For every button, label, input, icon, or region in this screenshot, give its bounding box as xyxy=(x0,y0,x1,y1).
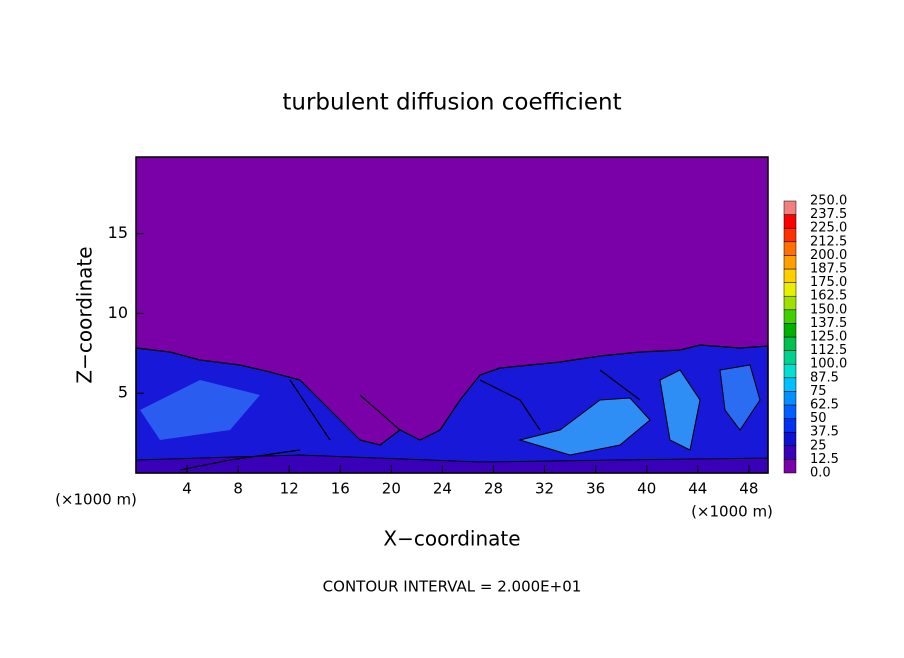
colorbar-swatch xyxy=(783,391,797,406)
colorbar-label: 112.5 xyxy=(810,343,847,358)
colorbar-label: 175.0 xyxy=(810,275,847,290)
colorbar-swatch xyxy=(783,323,797,338)
colorbar-swatch xyxy=(783,227,797,243)
colorbar-swatch xyxy=(783,418,797,433)
colorbar-label: 162.5 xyxy=(810,289,847,304)
colorbar-label: 200.0 xyxy=(810,248,847,263)
contour-note: CONTOUR INTERVAL = 2.000E+01 xyxy=(323,578,582,596)
colorbar-label: 225.0 xyxy=(810,221,847,236)
colorbar-swatch xyxy=(783,295,797,311)
colorbar-swatch xyxy=(783,404,797,419)
colorbar-label: 237.5 xyxy=(810,207,847,222)
colorbar-swatch xyxy=(783,214,797,229)
y-tick-label: 10 xyxy=(108,303,128,322)
colorbar-label: 50 xyxy=(810,411,827,426)
colorbar-label: 25 xyxy=(810,438,827,453)
y-unit: (×1000 m) xyxy=(691,503,773,521)
x-tick-label: 24 xyxy=(433,480,452,498)
colorbar-swatch xyxy=(783,445,797,460)
colorbar-swatch xyxy=(783,241,797,256)
x-tick-label: 36 xyxy=(586,480,605,498)
colorbar-label: 12.5 xyxy=(810,452,839,467)
colorbar-label: 150.0 xyxy=(810,302,847,317)
colorbar-label: 187.5 xyxy=(810,262,847,277)
contour-line xyxy=(179,369,641,471)
colorbar-label: 100.0 xyxy=(810,357,847,372)
chart-title: turbulent diffusion coefficient xyxy=(282,90,621,116)
x-tick-label: 40 xyxy=(637,480,656,498)
x-tick-label: 12 xyxy=(280,480,299,498)
colorbar-swatch xyxy=(783,309,797,324)
colorbar-label: 137.5 xyxy=(810,316,847,331)
y-tick-label: 15 xyxy=(108,223,128,242)
field-region xyxy=(719,364,761,431)
colorbar-swatch xyxy=(783,377,797,392)
x-tick-label: 44 xyxy=(688,480,707,498)
colorbar-swatch xyxy=(783,363,797,379)
x-tick-label: 28 xyxy=(484,480,503,498)
colorbar-label: 37.5 xyxy=(810,425,839,440)
x-tick-label: 32 xyxy=(535,480,554,498)
colorbar-label: 0.0 xyxy=(810,466,831,481)
plot-frame xyxy=(135,156,769,474)
colorbar-swatch xyxy=(783,336,797,351)
colorbar-swatch xyxy=(783,255,797,270)
x-tick-label: 4 xyxy=(182,480,192,498)
colorbar-label: 125.0 xyxy=(810,330,847,345)
colorbar-label: 75 xyxy=(810,384,827,399)
colorbar-swatch xyxy=(783,431,797,447)
colorbar-swatch xyxy=(783,282,797,297)
colorbar-label: 87.5 xyxy=(810,370,839,385)
field xyxy=(135,157,769,474)
colorbar-label: 212.5 xyxy=(810,234,847,249)
colorbar-swatch xyxy=(783,350,797,365)
y-tick-label: 5 xyxy=(118,383,128,402)
colorbar-swatch xyxy=(783,459,797,474)
field-region xyxy=(518,397,651,456)
x-tick-label: 16 xyxy=(331,480,350,498)
x-tick-label: 8 xyxy=(233,480,243,498)
field-region xyxy=(659,369,701,451)
field-region xyxy=(140,380,260,440)
colorbar-label: 250.0 xyxy=(810,194,847,209)
x-tick-label: 20 xyxy=(382,480,401,498)
colorbar-label: 62.5 xyxy=(810,398,839,413)
x-unit: (×1000 m) xyxy=(55,491,137,509)
x-axis-label: X−coordinate xyxy=(383,527,520,551)
colorbar-swatch xyxy=(783,268,797,283)
colorbar-swatch xyxy=(783,200,797,215)
y-axis-label: Z−coordinate xyxy=(73,246,97,383)
x-tick-label: 48 xyxy=(739,480,758,498)
